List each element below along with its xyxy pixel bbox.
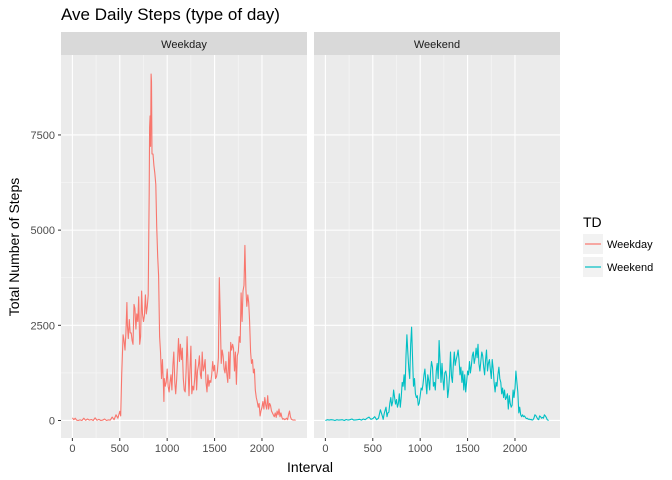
y-tick-label: 2500 bbox=[31, 320, 55, 332]
strip-weekend bbox=[314, 32, 560, 55]
strip-weekday bbox=[61, 32, 307, 55]
panel-weekday: Weekday 0 500 1000 1500 2000 bbox=[61, 32, 307, 455]
legend-label-weekday: Weekday bbox=[607, 239, 653, 251]
chart-title: Ave Daily Steps (type of day) bbox=[61, 5, 280, 24]
legend-item-weekday: Weekday bbox=[583, 234, 653, 254]
legend-title: TD bbox=[583, 214, 602, 230]
x-axis-weekend: 0 500 1000 1500 2000 bbox=[322, 438, 527, 455]
x-tick-label: 0 bbox=[69, 443, 75, 455]
series-line-weekday bbox=[71, 73, 296, 422]
legend: TD Weekday Weekend bbox=[583, 214, 653, 277]
panel-background-weekday bbox=[61, 55, 307, 438]
x-tick-label: 2000 bbox=[250, 443, 274, 455]
y-axis-title: Total Number of Steps bbox=[6, 178, 22, 317]
x-tick-label: 1000 bbox=[408, 443, 432, 455]
panel-background-weekend bbox=[314, 55, 560, 438]
grid-weekday bbox=[61, 55, 307, 438]
series-line-weekend bbox=[325, 326, 549, 422]
y-tick-label: 5000 bbox=[31, 225, 55, 237]
x-tick-label: 1500 bbox=[455, 443, 479, 455]
legend-label-weekend: Weekend bbox=[607, 262, 653, 274]
panel-weekend: Weekend 0 500 1000 1500 2000 bbox=[314, 32, 560, 455]
strip-label-weekend: Weekend bbox=[414, 39, 460, 51]
grid-weekend bbox=[314, 55, 560, 438]
strip-label-weekday: Weekday bbox=[161, 39, 207, 51]
x-tick-label: 0 bbox=[322, 443, 328, 455]
x-axis-weekday: 0 500 1000 1500 2000 bbox=[69, 438, 274, 455]
x-tick-label: 500 bbox=[364, 443, 382, 455]
y-axis: 0 2500 5000 7500 bbox=[31, 130, 61, 427]
x-axis-title: Interval bbox=[287, 459, 333, 475]
x-tick-label: 2000 bbox=[503, 443, 527, 455]
x-tick-label: 500 bbox=[111, 443, 129, 455]
x-tick-label: 1500 bbox=[202, 443, 226, 455]
legend-item-weekend: Weekend bbox=[583, 257, 653, 277]
y-tick-label: 0 bbox=[49, 415, 55, 427]
x-tick-label: 1000 bbox=[155, 443, 179, 455]
y-tick-label: 7500 bbox=[31, 130, 55, 142]
